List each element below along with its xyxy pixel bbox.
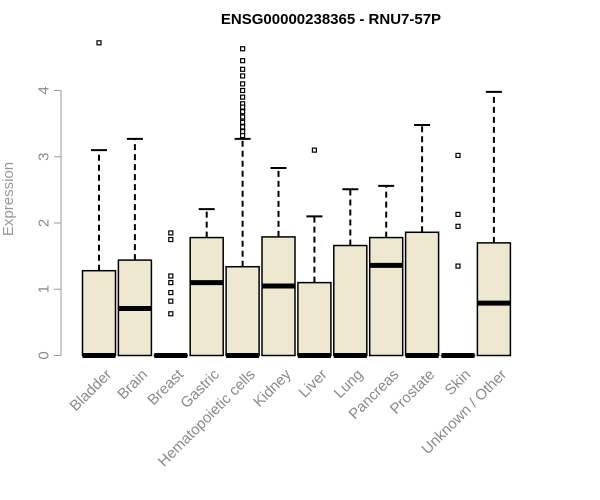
box-body: [225, 265, 260, 357]
box-pancreas: [368, 184, 404, 357]
box-prostate: [404, 123, 440, 358]
outlier-point: [168, 273, 174, 279]
box-body: [261, 236, 296, 357]
box-bladder: [81, 40, 117, 358]
outlier-point: [168, 298, 174, 304]
outlier-point: [240, 114, 246, 120]
box-body: [189, 236, 224, 357]
x-tick-label: Kidney: [250, 366, 295, 411]
box-gastric: [189, 208, 224, 357]
y-tick-label: 1: [36, 285, 53, 293]
outlier-point: [240, 119, 246, 125]
y-tick-label: 2: [36, 219, 53, 227]
box-body: [476, 242, 512, 357]
outlier-point: [455, 211, 461, 217]
box-lung: [333, 188, 368, 358]
box-hematopoietic-cells: [225, 46, 260, 358]
box-body: [297, 281, 332, 357]
outlier-point: [168, 236, 174, 243]
outlier-point: [455, 263, 461, 269]
x-tick-label: Bladder: [67, 366, 116, 415]
y-tick-label: 0: [36, 351, 53, 359]
outlier-point: [240, 87, 246, 94]
x-tick-label: Liver: [296, 366, 331, 401]
outlier-point: [240, 132, 246, 139]
outlier-point: [240, 124, 246, 130]
outlier-point: [240, 66, 246, 72]
box-body: [368, 236, 404, 357]
outlier-point: [240, 94, 246, 100]
chart-title: ENSG00000238365 - RNU7-57P: [221, 11, 441, 28]
outlier-point: [240, 81, 246, 87]
box-breast: [153, 230, 189, 358]
outlier-point: [240, 109, 246, 115]
outlier-point: [168, 230, 174, 236]
y-tick-label: 4: [36, 86, 53, 94]
y-axis-label: Expression: [0, 162, 17, 236]
outlier-point: [168, 280, 174, 286]
outlier-point: [311, 147, 317, 153]
outlier-point: [455, 152, 461, 159]
box-skin: [440, 152, 476, 358]
outlier-point: [96, 40, 102, 46]
outlier-point: [240, 58, 246, 64]
y-tick-label: 3: [36, 153, 53, 161]
box-body: [404, 231, 440, 357]
y-axis: 0 1 2 3 4: [36, 86, 62, 360]
box-liver: [297, 147, 332, 358]
plot-area: [81, 40, 512, 358]
outlier-point: [240, 73, 246, 79]
box-kidney: [261, 167, 296, 357]
box-body: [81, 269, 117, 357]
box-brain: [117, 137, 153, 357]
outlier-point: [168, 311, 174, 317]
outlier-point: [240, 46, 246, 52]
outlier-point: [240, 104, 246, 110]
box-unknown-other: [476, 90, 512, 357]
outlier-point: [168, 289, 174, 296]
outlier-point: [455, 223, 461, 229]
box-body: [333, 244, 368, 357]
